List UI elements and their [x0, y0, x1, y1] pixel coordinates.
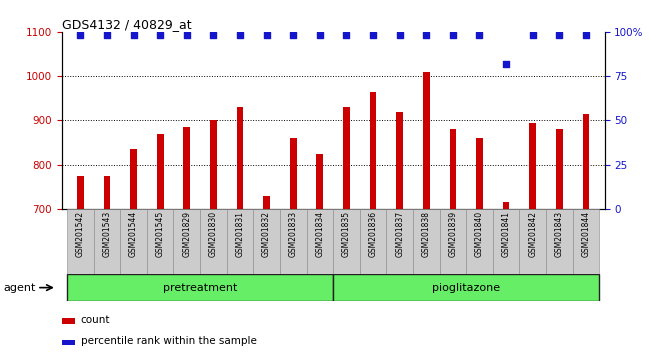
Bar [254, 209, 280, 274]
Bar [210, 120, 216, 209]
Text: GDS4132 / 40829_at: GDS4132 / 40829_at [62, 18, 191, 31]
Point [155, 33, 165, 38]
Text: GSM201837: GSM201837 [395, 211, 404, 257]
Bar [263, 195, 270, 209]
Text: GSM201832: GSM201832 [262, 211, 271, 257]
Text: GSM201544: GSM201544 [129, 211, 138, 257]
Text: GSM201838: GSM201838 [422, 211, 431, 257]
Bar [519, 209, 546, 274]
Bar [200, 209, 227, 274]
Bar [120, 209, 147, 274]
Text: GSM201842: GSM201842 [528, 211, 537, 257]
Point [448, 33, 458, 38]
Bar [582, 114, 589, 209]
Bar [157, 134, 164, 209]
Text: GSM201835: GSM201835 [342, 211, 351, 257]
Bar [67, 209, 94, 274]
Bar [67, 274, 333, 301]
Text: GSM201836: GSM201836 [369, 211, 378, 257]
Bar [359, 209, 386, 274]
Bar [317, 154, 323, 209]
Bar [174, 209, 200, 274]
Text: GSM201543: GSM201543 [103, 211, 112, 257]
Text: pretreatment: pretreatment [163, 282, 237, 293]
Point [501, 61, 512, 67]
Bar [493, 209, 519, 274]
Point [580, 33, 591, 38]
Point [208, 33, 218, 38]
Bar [502, 202, 510, 209]
Bar [62, 340, 75, 345]
Text: GSM201831: GSM201831 [235, 211, 244, 257]
Point [75, 33, 86, 38]
Point [129, 33, 139, 38]
Bar [77, 176, 84, 209]
Point [395, 33, 405, 38]
Text: GSM201839: GSM201839 [448, 211, 458, 257]
Bar [290, 138, 296, 209]
Text: percentile rank within the sample: percentile rank within the sample [81, 336, 257, 347]
Bar [476, 138, 483, 209]
Point [315, 33, 325, 38]
Text: GSM201542: GSM201542 [76, 211, 85, 257]
Point [102, 33, 112, 38]
Bar [423, 72, 430, 209]
Bar [183, 127, 190, 209]
Text: GSM201830: GSM201830 [209, 211, 218, 257]
Text: GSM201833: GSM201833 [289, 211, 298, 257]
Text: GSM201843: GSM201843 [554, 211, 564, 257]
Bar [62, 319, 75, 324]
Bar [333, 209, 359, 274]
Bar [386, 209, 413, 274]
Bar [529, 122, 536, 209]
Text: GSM201829: GSM201829 [182, 211, 191, 257]
Bar [147, 209, 174, 274]
Text: GSM201545: GSM201545 [156, 211, 164, 257]
Point [288, 33, 298, 38]
Point [527, 33, 538, 38]
Text: pioglitazone: pioglitazone [432, 282, 500, 293]
Point [261, 33, 272, 38]
Text: count: count [81, 315, 110, 325]
Text: agent: agent [3, 282, 36, 293]
Bar [280, 209, 307, 274]
Point [368, 33, 378, 38]
Bar [573, 209, 599, 274]
Bar [450, 129, 456, 209]
Text: GSM201840: GSM201840 [475, 211, 484, 257]
Point [181, 33, 192, 38]
Bar [237, 107, 243, 209]
Bar [343, 107, 350, 209]
Bar [130, 149, 137, 209]
Point [554, 33, 564, 38]
Text: GSM201834: GSM201834 [315, 211, 324, 257]
Bar [396, 112, 403, 209]
Bar [439, 209, 466, 274]
Text: GSM201841: GSM201841 [502, 211, 510, 257]
Bar [94, 209, 120, 274]
Bar [307, 209, 333, 274]
Bar [413, 209, 439, 274]
Point [341, 33, 352, 38]
Bar [103, 176, 111, 209]
Point [235, 33, 245, 38]
Bar [333, 274, 599, 301]
Bar [466, 209, 493, 274]
Point [421, 33, 432, 38]
Bar [227, 209, 254, 274]
Bar [556, 129, 563, 209]
Text: GSM201844: GSM201844 [581, 211, 590, 257]
Bar [546, 209, 573, 274]
Bar [370, 92, 376, 209]
Point [474, 33, 485, 38]
